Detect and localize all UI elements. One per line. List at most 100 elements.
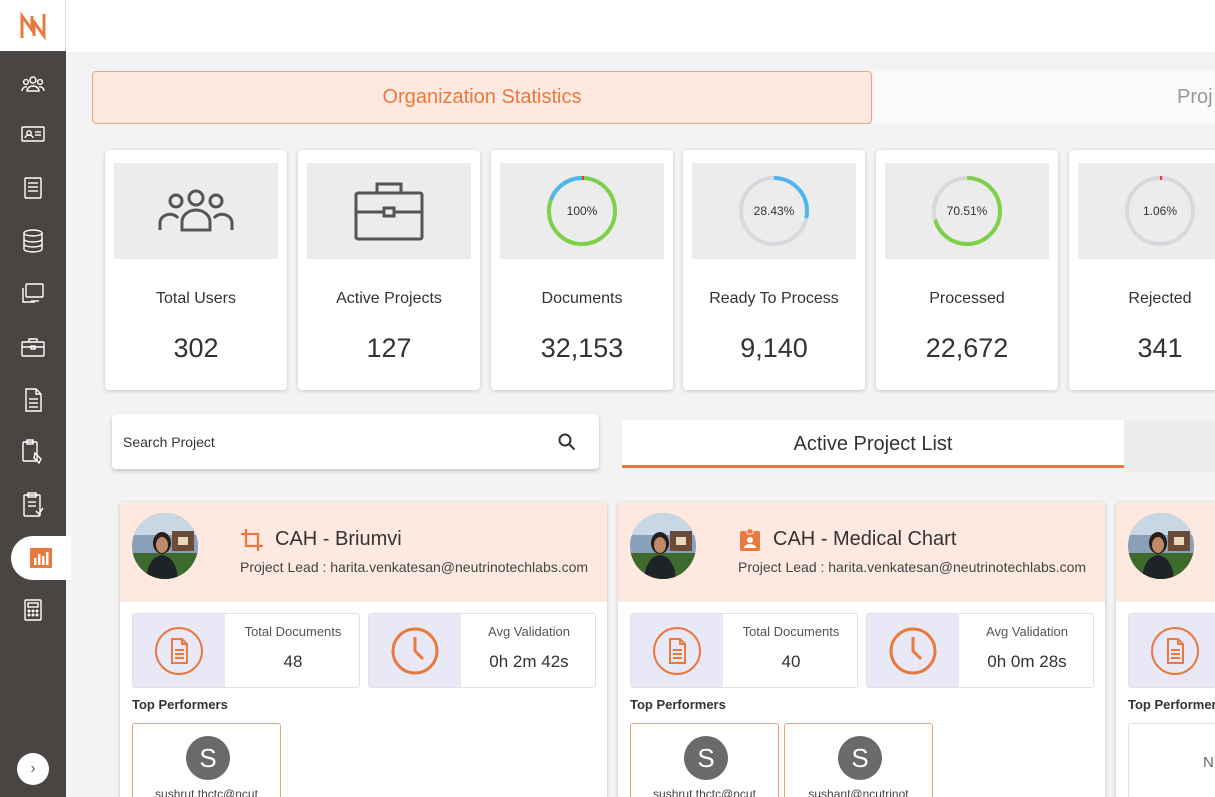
tab-active-project-list[interactable]: Active Project List [622,420,1124,468]
tab-label: Proj [1177,86,1213,108]
ready-donut: 28.43% [739,176,809,246]
sidebar-item-clipboard[interactable] [0,430,66,474]
performer-card[interactable]: S sushant@ncutrinot [784,723,933,797]
avatar-photo-icon [1128,513,1194,579]
donut-percent: 28.43% [754,204,795,218]
database-icon [23,229,43,253]
project-card-header [1116,502,1215,602]
stat-chart-area: 1.06% [1078,163,1215,259]
donut-percent: 1.06% [1143,204,1177,218]
metric-value: 0h 0m 28s [987,652,1067,671]
id-card-icon [21,126,45,142]
metric-label: Total Documents [244,624,342,639]
donut-percent: 70.51% [947,204,988,218]
sidebar-item-calculator[interactable] [0,588,66,632]
metric-avg-validation: Avg Validation 0h 2m 42s [368,613,596,688]
project-card[interactable]: Top Performer N [1116,502,1215,797]
briefcase-icon [354,182,424,241]
users-group-icon [158,189,234,232]
empty-state-text: N [1203,754,1214,771]
metric-label: Avg Validation [986,624,1068,639]
performer-email: sushrut.thctc@ncut [155,787,258,797]
stat-label: Ready To Process [709,290,839,307]
stat-chart-area: 28.43% [692,163,856,259]
search-placeholder: Search Project [123,434,215,450]
project-lead: Project Lead : harita.venkatesan@neutrin… [738,559,1087,575]
rejected-donut: 1.06% [1125,176,1195,246]
project-lead-avatar [630,513,696,579]
donut-segment-blue [549,176,583,201]
tab-organization-statistics[interactable]: Organization Statistics [92,71,872,124]
crop-icon [241,529,263,551]
metric-value: 0h 2m 42s [489,652,569,671]
project-title: CAH - Briumvi [275,528,402,550]
sidebar-item-users[interactable] [0,62,66,106]
metric-label: Avg Validation [488,624,570,639]
tab-projects[interactable]: Proj [873,71,1215,124]
sidebar-item-monitor[interactable] [0,272,66,316]
metric-label: Total Documents [742,624,840,639]
monitor-icon [22,283,44,303]
project-lead-avatar [1128,513,1194,579]
project-lead-avatar [132,513,198,579]
sidebar-item-database[interactable] [0,219,66,263]
project-lead: Project Lead : harita.venkatesan@neutrin… [240,559,589,575]
app-logo[interactable] [0,0,66,51]
stat-icon-area [114,163,278,259]
metric-total-documents: Total Documents 40 [630,613,858,688]
metric-icon-area [1129,614,1215,687]
metric-icon-area [133,614,225,687]
top-performers-heading: Top Performers [132,697,228,712]
metric-icon-area [369,614,461,687]
performer-card[interactable]: S sushrut.thctc@ncut [630,723,779,797]
stat-value: 127 [366,333,412,363]
search-icon[interactable] [558,433,576,451]
performer-email: sushrut.thctc@ncut [653,787,756,797]
donut-percent: 100% [567,204,598,218]
metric-value: 40 [781,652,801,671]
sidebar-item-list[interactable] [0,166,66,210]
sidebar-item-id-card[interactable] [0,112,66,156]
stat-chart-area: 100% [500,163,664,259]
avatar-photo-icon [132,513,198,579]
sidebar-item-document[interactable] [0,378,66,422]
sidebar-item-task-list[interactable] [0,483,66,527]
stat-label: Active Projects [336,290,442,307]
metric-total-documents [1128,613,1215,688]
metric-value: 48 [283,652,303,671]
project-card[interactable]: CAH - Briumvi Project Lead : harita.venk… [120,502,607,797]
chevron-right-icon: › [30,760,36,777]
sidebar-item-analytics[interactable] [11,536,71,580]
project-card[interactable]: CAH - Medical Chart Project Lead : harit… [618,502,1105,797]
stat-label: Total Users [155,290,237,307]
sidebar-expand-button[interactable]: › [17,753,49,785]
search-project-input[interactable]: Search Project [112,414,599,469]
stat-card-processed: 70.51% Processed 22,672 [876,150,1058,390]
tab-label: Active Project List [793,433,953,455]
clipboard-icon [22,439,42,465]
stat-chart-area: 70.51% [885,163,1049,259]
briefcase-icon [21,338,45,357]
performer-card[interactable]: S sushrut.thctc@ncut [132,723,281,797]
performer-empty-card: N [1128,723,1215,797]
project-card-header: CAH - Briumvi Project Lead : harita.venk… [120,502,607,602]
stat-card-ready-to-process: 28.43% Ready To Process 9,140 [683,150,865,390]
avatar: S [684,736,728,780]
metric-total-documents: Total Documents 48 [132,613,360,688]
stat-label: Processed [929,290,1005,307]
list-icon [24,177,42,199]
document-circle-icon [1151,626,1199,675]
project-card-header: CAH - Medical Chart Project Lead : harit… [618,502,1105,602]
sidebar-item-briefcase[interactable] [0,325,66,369]
processed-donut: 70.51% [932,176,1002,246]
metric-avg-validation: Avg Validation 0h 0m 28s [866,613,1094,688]
stat-card-documents: 100% Documents 32,153 [491,150,673,390]
bar-chart-icon [30,548,52,568]
document-circle-icon [653,626,701,675]
tab-strip-rest [1124,420,1215,472]
document-circle-icon [155,626,203,675]
stat-value: 341 [1137,333,1183,363]
top-performers-heading: Top Performer [1128,697,1215,712]
clock-icon [889,627,937,674]
metric-icon-area [867,614,959,687]
